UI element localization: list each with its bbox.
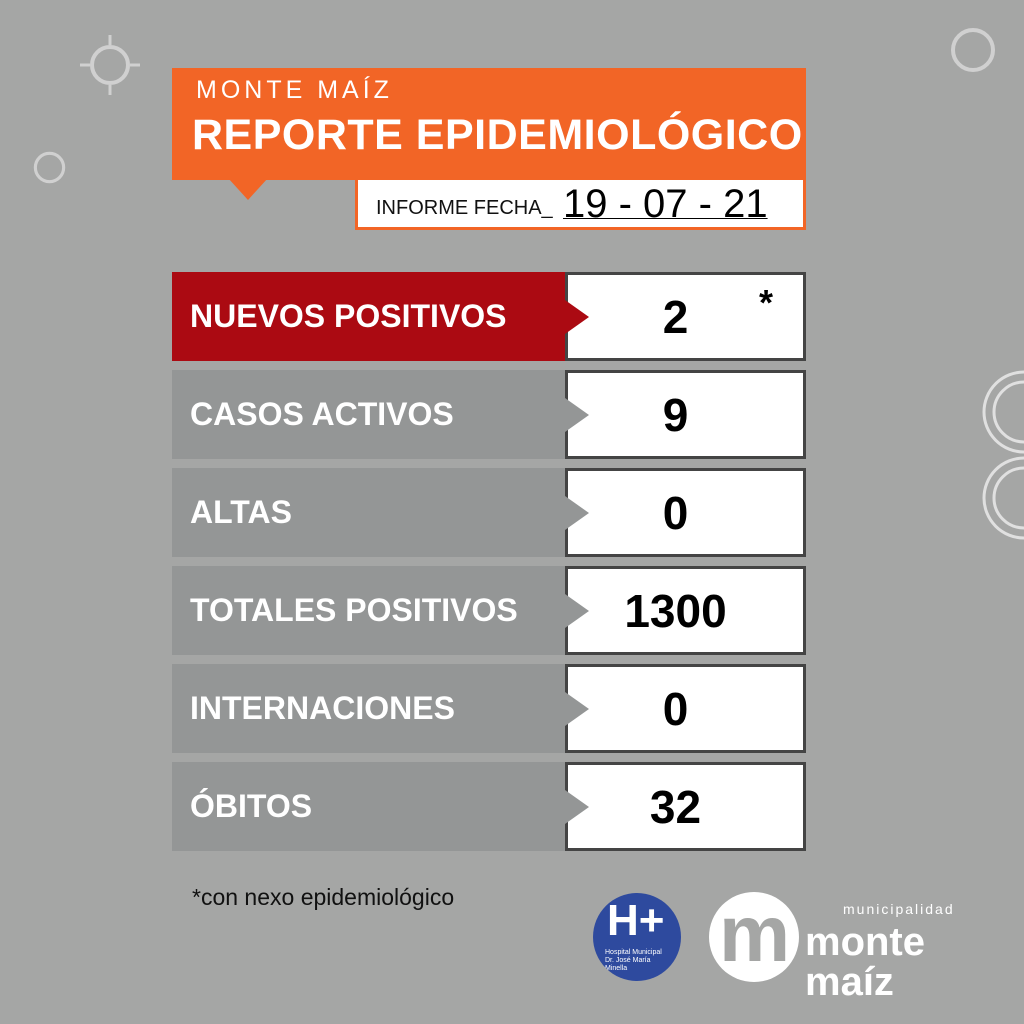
- stat-value: 1300: [624, 584, 727, 637]
- stat-value-box: 0: [565, 468, 806, 557]
- stat-value-box: 32: [565, 762, 806, 851]
- stat-label: NUEVOS POSITIVOS: [172, 272, 565, 361]
- date-value: 19 - 07 - 21: [563, 182, 768, 226]
- header-pointer: [228, 178, 268, 200]
- stat-row: TOTALES POSITIVOS 1300: [172, 566, 806, 655]
- stat-value: 9: [662, 388, 689, 441]
- virus-icon: [951, 28, 995, 72]
- page-title: REPORTE EPIDEMIOLÓGICO: [192, 111, 803, 159]
- arrow-right-icon: [565, 692, 589, 726]
- date-label: INFORME FECHA_: [376, 197, 553, 219]
- arrow-right-icon: [565, 398, 589, 432]
- stat-label: ALTAS: [172, 468, 565, 557]
- stat-value-box: 1300: [565, 566, 806, 655]
- stat-value-box: 0: [565, 664, 806, 753]
- arrow-right-icon: [565, 594, 589, 628]
- stat-value: 0: [662, 682, 689, 735]
- municipality-logo-mark: m: [719, 892, 791, 978]
- stat-label: TOTALES POSITIVOS: [172, 566, 565, 655]
- hospital-logo-mark: H+: [607, 896, 665, 945]
- municipality-logo: m: [709, 892, 799, 982]
- stat-value-box: 9: [565, 370, 806, 459]
- town-name: MONTE MAÍZ: [196, 76, 393, 104]
- stat-row: CASOS ACTIVOS 9: [172, 370, 806, 459]
- stat-value: 32: [649, 780, 702, 833]
- arrow-right-icon: [565, 496, 589, 530]
- stat-row: ALTAS 0: [172, 468, 806, 557]
- report-date: INFORME FECHA_ 19 - 07 - 21: [355, 180, 806, 230]
- report-header: MONTE MAÍZ REPORTE EPIDEMIOLÓGICO: [172, 68, 806, 180]
- stat-row: NUEVOS POSITIVOS 2 *: [172, 272, 806, 361]
- stat-value-box: 2 *: [565, 272, 806, 361]
- virus-icon: [33, 151, 66, 184]
- stat-label: ÓBITOS: [172, 762, 565, 851]
- stat-value: 0: [662, 486, 689, 539]
- stat-label: CASOS ACTIVOS: [172, 370, 565, 459]
- stat-label: INTERNACIONES: [172, 664, 565, 753]
- municipality-name: monte maíz: [805, 920, 925, 1004]
- hospital-logo-text: Hospital Municipal Dr. José María Minell…: [605, 949, 662, 972]
- arrow-right-icon: [565, 300, 589, 334]
- stat-value: 2: [662, 290, 689, 343]
- virus-icon: [80, 35, 140, 95]
- municipality-label: municipalidad: [843, 901, 955, 917]
- stat-row: INTERNACIONES 0: [172, 664, 806, 753]
- footnote: *con nexo epidemiológico: [192, 884, 455, 910]
- rings-decoration: [982, 370, 1024, 540]
- hospital-logo: H+ Hospital Municipal Dr. José María Min…: [593, 893, 681, 981]
- arrow-right-icon: [565, 790, 589, 824]
- stat-row: ÓBITOS 32: [172, 762, 806, 851]
- asterisk-mark: *: [758, 282, 773, 323]
